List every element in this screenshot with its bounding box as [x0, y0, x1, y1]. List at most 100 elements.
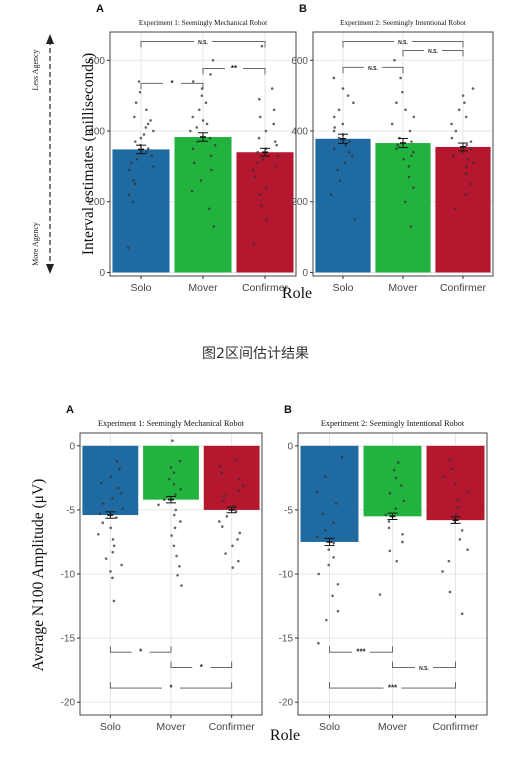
y-axis-title: Interval estimates (milliseconds) — [80, 53, 97, 255]
data-point — [223, 494, 226, 498]
significance-label: N.S. — [398, 40, 408, 46]
data-point — [353, 218, 357, 221]
x-tick-label: Confirmer — [209, 721, 256, 733]
data-point — [403, 200, 407, 204]
data-point — [179, 488, 183, 491]
data-point — [180, 584, 183, 587]
data-point — [174, 508, 178, 512]
data-point — [199, 179, 203, 182]
data-point — [104, 557, 108, 560]
bar-confirmer — [203, 445, 260, 510]
significance-bracket — [170, 661, 193, 669]
data-point — [336, 582, 340, 586]
data-point — [454, 513, 458, 517]
data-point — [146, 147, 150, 150]
agency-arrow-head-up — [46, 34, 54, 44]
data-point — [201, 119, 205, 122]
significance-bracket — [140, 41, 194, 48]
data-point — [133, 115, 136, 119]
panel-letter: A — [96, 3, 104, 15]
data-point — [393, 58, 396, 62]
data-point — [111, 497, 114, 500]
error-bar — [226, 506, 237, 514]
significance-bracket — [402, 49, 424, 57]
bar-confirmer — [435, 146, 491, 273]
significance-label: * — [169, 684, 173, 693]
y-tick-label: 200 — [88, 197, 105, 208]
y-tick-label: -15 — [61, 634, 76, 645]
data-point — [173, 526, 177, 530]
data-point — [315, 535, 319, 539]
data-point — [116, 486, 120, 490]
data-point — [200, 94, 204, 97]
data-point — [327, 548, 331, 551]
error-bar — [458, 142, 468, 152]
data-point — [410, 140, 413, 143]
data-point — [112, 599, 116, 603]
x-tick-label: Confirmer — [242, 282, 289, 294]
agency-arrow-head-down — [46, 264, 54, 274]
data-point — [273, 140, 277, 143]
y-tick-label: 600 — [88, 56, 105, 67]
data-point — [115, 516, 118, 519]
data-point — [412, 150, 415, 154]
data-point — [212, 225, 216, 228]
data-point — [341, 87, 345, 90]
data-point — [332, 76, 336, 80]
data-point — [120, 491, 123, 495]
data-point — [99, 481, 103, 485]
data-point — [120, 563, 123, 567]
data-point — [457, 108, 461, 112]
data-point — [401, 540, 404, 544]
panel-letter: A — [66, 404, 74, 416]
data-point — [325, 618, 328, 622]
data-point — [260, 44, 264, 48]
x-tick-label: Mover — [378, 721, 408, 733]
data-point — [133, 182, 137, 186]
y-tick-label: 200 — [291, 197, 308, 208]
data-point — [392, 468, 396, 472]
data-point — [101, 502, 105, 505]
data-point — [264, 186, 268, 189]
bar-confirmer — [236, 152, 294, 273]
data-point — [341, 122, 345, 126]
x-tick-label: Solo — [319, 721, 340, 733]
significance-label: N.S. — [368, 66, 378, 72]
data-point — [466, 158, 470, 161]
significance-bracket — [442, 49, 464, 57]
data-point — [162, 498, 166, 501]
significance-bracket — [202, 67, 225, 75]
data-point — [453, 207, 457, 211]
data-point — [408, 129, 412, 133]
significance-bracket — [149, 646, 172, 653]
data-point — [456, 506, 459, 509]
data-point — [218, 465, 222, 468]
bar-mover — [363, 445, 422, 517]
data-point — [466, 548, 469, 551]
data-point — [456, 498, 460, 501]
less-agency-label: Less Agency — [31, 49, 40, 90]
data-point — [331, 594, 334, 598]
data-point — [253, 175, 257, 179]
data-point — [388, 491, 392, 495]
data-point — [261, 158, 265, 161]
data-point — [210, 168, 213, 172]
data-point — [135, 158, 139, 161]
significance-label: ** — [231, 64, 238, 73]
data-point — [111, 550, 115, 554]
data-point — [222, 499, 225, 503]
data-point — [192, 161, 196, 165]
significance-label: * — [200, 663, 204, 672]
data-point — [324, 475, 327, 478]
data-point — [256, 150, 259, 154]
data-point — [265, 218, 268, 221]
data-point — [207, 207, 211, 211]
data-point — [204, 101, 208, 105]
x-tick-label: Confirmer — [432, 721, 479, 733]
data-point — [126, 246, 130, 250]
data-point — [451, 154, 455, 158]
error-bar — [387, 512, 398, 521]
x-tick-label: Mover — [156, 721, 186, 733]
data-point — [191, 147, 195, 150]
data-point — [387, 526, 391, 530]
